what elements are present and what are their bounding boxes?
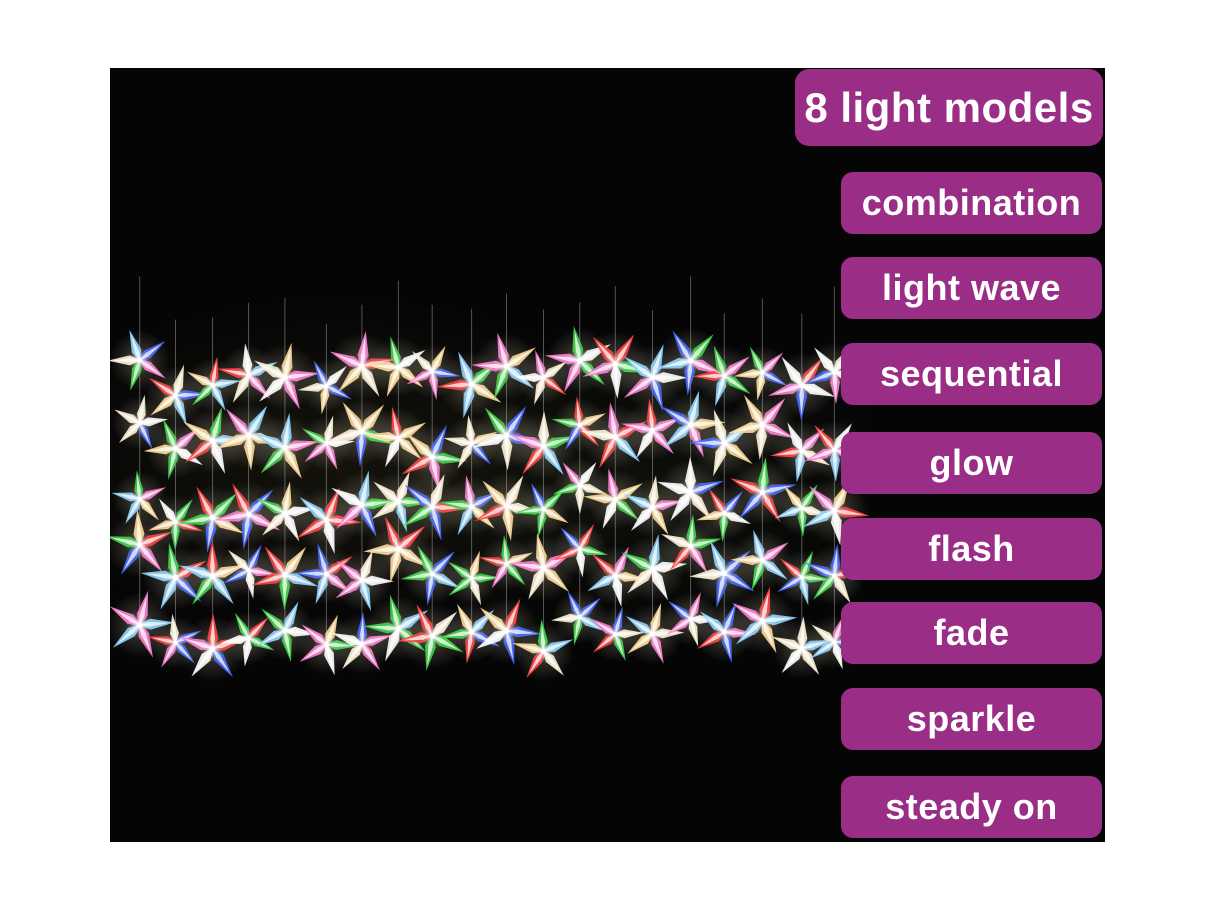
badge-mode-flash: flash — [841, 518, 1102, 580]
badge-mode-sequential: sequential — [841, 343, 1102, 405]
badge-light-models-count: 8 light models — [795, 69, 1103, 146]
badge-mode-sparkle: sparkle — [841, 688, 1102, 750]
star-curtain-lights — [110, 276, 870, 682]
badge-mode-steady-on: steady on — [841, 776, 1102, 838]
photo-black-background: 8 light models combination light wave se… — [110, 68, 1105, 842]
badge-mode-glow: glow — [841, 432, 1102, 494]
badge-mode-fade: fade — [841, 602, 1102, 664]
badge-mode-combination: combination — [841, 172, 1102, 234]
badge-mode-light-wave: light wave — [841, 257, 1102, 319]
